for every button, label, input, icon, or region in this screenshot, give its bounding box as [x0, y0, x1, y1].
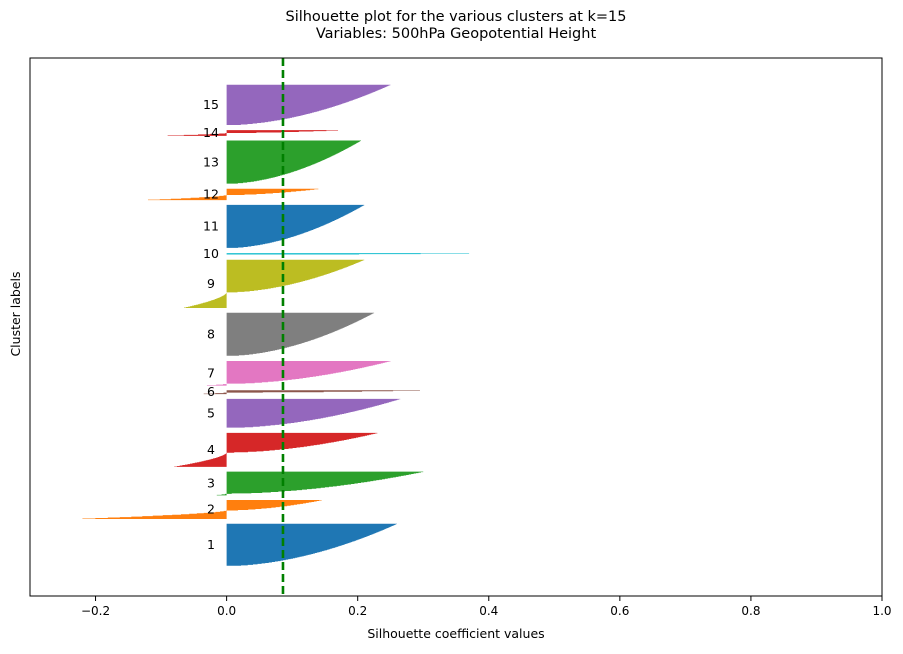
cluster-label: 2: [207, 502, 215, 517]
cluster-label: 4: [207, 442, 215, 457]
silhouette-band: [174, 432, 378, 467]
cluster-label: 8: [207, 326, 215, 341]
cluster-1: 1: [207, 523, 398, 567]
chart-subtitle: Variables: 500hPa Geopotential Height: [316, 26, 597, 42]
x-tick-label: 0.6: [610, 604, 629, 618]
x-tick-label: 1.0: [872, 604, 891, 618]
cluster-13: 13: [203, 140, 361, 185]
cluster-label: 11: [203, 219, 219, 234]
cluster-label: 13: [203, 154, 219, 169]
cluster-label: 12: [203, 186, 219, 201]
cluster-2: 2: [82, 500, 322, 519]
silhouette-band: [203, 390, 420, 395]
cluster-14: 14: [167, 125, 339, 140]
cluster-label: 15: [203, 97, 219, 112]
silhouette-band: [226, 84, 391, 126]
cluster-4: 4: [174, 432, 378, 467]
x-tick-label: −0.2: [81, 604, 110, 618]
silhouette-band: [167, 130, 339, 136]
chart-title: Silhouette plot for the various clusters…: [285, 9, 626, 25]
x-tick-label: 0.0: [217, 604, 236, 618]
cluster-label: 3: [207, 475, 215, 490]
cluster-label: 14: [203, 125, 219, 140]
cluster-10: 10: [203, 246, 470, 261]
y-axis-label: Cluster labels: [8, 271, 23, 356]
x-tick-label: 0.4: [479, 604, 498, 618]
silhouette-band: [226, 523, 398, 567]
silhouette-band: [147, 188, 319, 201]
cluster-label: 5: [207, 405, 215, 420]
cluster-label: 9: [207, 276, 215, 291]
cluster-label: 6: [207, 384, 215, 399]
x-axis-label: Silhouette coefficient values: [367, 626, 544, 641]
cluster-label: 1: [207, 537, 215, 552]
silhouette-band: [206, 360, 391, 386]
silhouette-band: [82, 500, 322, 519]
cluster-6: 6: [203, 384, 420, 399]
cluster-7: 7: [206, 360, 391, 386]
cluster-9: 9: [184, 259, 365, 308]
cluster-label: 7: [207, 365, 215, 380]
cluster-8: 8: [207, 312, 375, 357]
plot-frame: [29, 57, 883, 597]
silhouette-band: [226, 204, 365, 249]
cluster-15: 15: [203, 84, 391, 126]
cluster-12: 12: [147, 186, 319, 201]
silhouette-band: [226, 312, 375, 357]
silhouette-band: [216, 471, 424, 496]
cluster-3: 3: [207, 471, 424, 496]
silhouette-band: [226, 398, 401, 429]
silhouette-band: [226, 253, 470, 256]
x-tick-label: 0.2: [348, 604, 367, 618]
cluster-11: 11: [203, 204, 365, 249]
x-tick-label: 0.8: [741, 604, 760, 618]
cluster-label: 10: [203, 246, 219, 261]
silhouette-band: [226, 140, 361, 185]
silhouette-band: [184, 259, 365, 308]
cluster-5: 5: [207, 398, 401, 429]
